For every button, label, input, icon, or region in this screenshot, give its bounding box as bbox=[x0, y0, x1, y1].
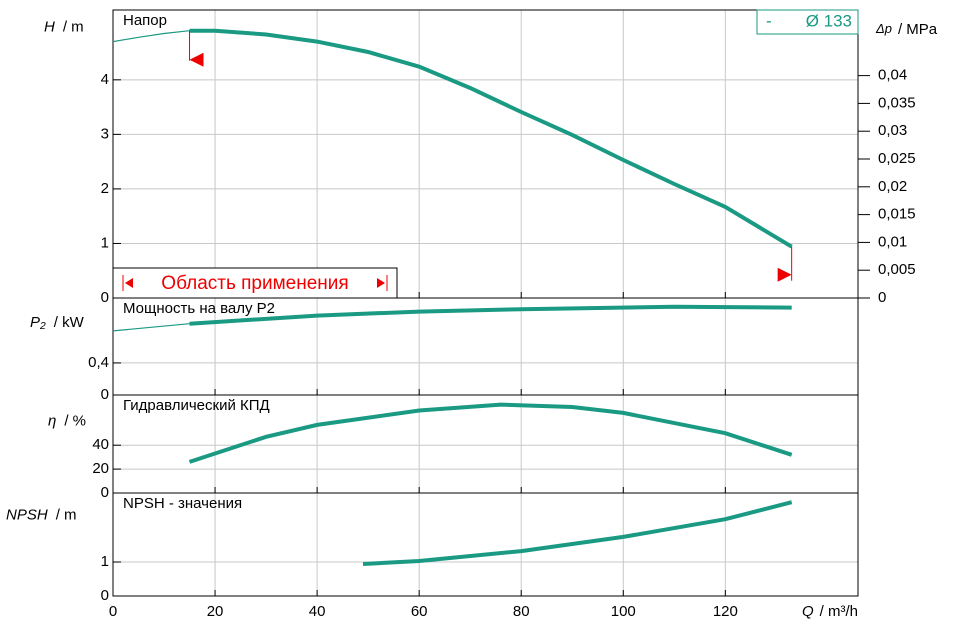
y-tick-label: 1 bbox=[101, 553, 109, 570]
x-label-unit: / m³/h bbox=[820, 603, 858, 620]
x-tick-label: 20 bbox=[207, 603, 224, 620]
x-tick-label: 60 bbox=[411, 603, 428, 620]
curve bbox=[188, 402, 793, 464]
annotation-arrow bbox=[377, 278, 385, 288]
y-label-unit: / % bbox=[64, 412, 86, 429]
y-tick-label: 1 bbox=[101, 234, 109, 251]
y-label-unit: / m bbox=[56, 507, 77, 524]
x-tick-label: 40 bbox=[309, 603, 326, 620]
y2-tick-label: 0,005 bbox=[878, 261, 916, 278]
panel-frame bbox=[112, 492, 859, 597]
annotation-box bbox=[112, 267, 398, 299]
y-label-symbol: NPSH bbox=[6, 507, 48, 524]
y2-tick-label: 0,015 bbox=[878, 206, 916, 223]
y-tick-label: 0 bbox=[101, 289, 109, 306]
y-label-unit: / kW bbox=[54, 314, 85, 331]
y2-tick-label: 0,035 bbox=[878, 94, 916, 111]
y-tick-label: 3 bbox=[101, 125, 109, 142]
y-tick-label: 0,4 bbox=[88, 354, 109, 371]
legend-entry: Ø 133 bbox=[806, 11, 852, 30]
y2-label-symbol: Δp bbox=[875, 21, 892, 36]
legend-box bbox=[756, 9, 859, 35]
y-axis-label: H / m bbox=[44, 18, 84, 35]
panel-title: Гидравлический КПД bbox=[123, 397, 270, 414]
x-axis-label: Q / m³/h bbox=[802, 603, 858, 620]
y-tick-label: 20 bbox=[92, 460, 109, 477]
y2-axis-label: Δp / MPa bbox=[875, 21, 938, 38]
y-tick-label: 0 bbox=[101, 587, 109, 604]
y-axis-label: P₂ / kW bbox=[30, 314, 85, 331]
legend-marker: - bbox=[766, 11, 772, 30]
y2-tick-label: 0,02 bbox=[878, 178, 907, 195]
y-label-symbol: η bbox=[48, 412, 56, 429]
y2-tick-label: 0,03 bbox=[878, 122, 907, 139]
curve bbox=[189, 304, 792, 326]
curve bbox=[362, 500, 793, 566]
range-end-arrow bbox=[777, 267, 792, 282]
curve-extension bbox=[112, 30, 190, 43]
panel-title: Напор bbox=[123, 12, 167, 29]
y2-label-unit: / MPa bbox=[898, 21, 938, 38]
x-tick-label: 0 bbox=[109, 603, 117, 620]
y-label-unit: / m bbox=[63, 18, 84, 35]
x-tick-label: 120 bbox=[713, 603, 738, 620]
panel-title: NPSH - значения bbox=[123, 495, 242, 512]
x-tick-label: 100 bbox=[611, 603, 636, 620]
panel-frame bbox=[112, 9, 859, 299]
y-axis-label: NPSH / m bbox=[6, 507, 77, 524]
panel-title: Мощность на валу P2 bbox=[123, 300, 275, 317]
y2-tick-label: 0,04 bbox=[878, 67, 907, 84]
annotation: Область применения bbox=[161, 273, 348, 294]
x-label-symbol: Q bbox=[802, 603, 814, 620]
y-tick-label: 4 bbox=[101, 71, 109, 88]
y2-tick-label: 0 bbox=[878, 289, 886, 306]
y-tick-label: 0 bbox=[101, 484, 109, 501]
y-tick-label: 0 bbox=[101, 386, 109, 403]
y-tick-label: 2 bbox=[101, 180, 109, 197]
y-tick-label: 40 bbox=[92, 436, 109, 453]
y-axis-label: η / % bbox=[48, 412, 86, 429]
range-start-arrow bbox=[189, 52, 204, 67]
curve-extension bbox=[112, 323, 190, 332]
y-label-symbol: H bbox=[44, 18, 55, 35]
y2-tick-label: 0,025 bbox=[878, 150, 916, 167]
annotation-arrow bbox=[125, 278, 133, 288]
y-label-symbol: P₂ bbox=[30, 314, 46, 331]
curve bbox=[189, 28, 793, 249]
x-tick-label: 80 bbox=[513, 603, 530, 620]
y2-tick-label: 0,01 bbox=[878, 233, 907, 250]
